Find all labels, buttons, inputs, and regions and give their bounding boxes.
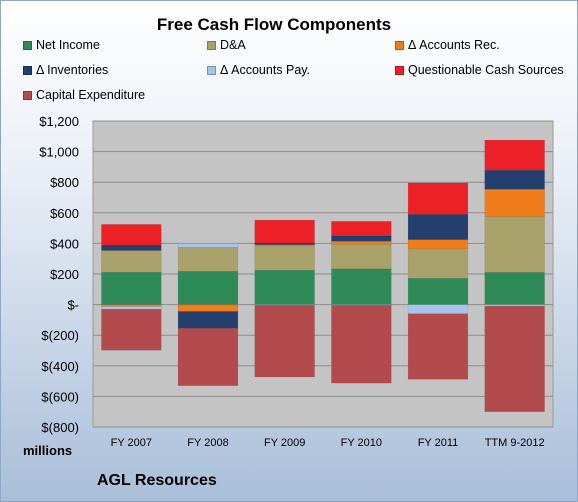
bar-segment <box>407 304 469 315</box>
company-label: AGL Resources <box>97 472 217 489</box>
legend-label: Net Income <box>36 38 100 52</box>
legend-item: Net Income <box>23 38 100 52</box>
legend-swatch <box>23 66 32 75</box>
y-tick-label: $(200) <box>41 328 79 343</box>
bar-segment <box>177 328 239 386</box>
bar-segment <box>331 235 392 242</box>
bar-segment <box>484 272 545 305</box>
chart-title: Free Cash Flow Components <box>156 15 392 34</box>
bar-segment <box>484 169 545 190</box>
y-tick-label: $1,200 <box>39 114 79 129</box>
bar-segment <box>254 305 315 378</box>
x-tick-label: TTM 9-2012 <box>485 437 545 449</box>
bar-segment <box>407 182 469 215</box>
legend-swatch <box>395 66 404 75</box>
y-tick-label: $200 <box>50 267 79 282</box>
bar-segment <box>331 244 392 270</box>
x-tick-label: FY 2007 <box>111 437 152 449</box>
bar-segment <box>177 246 239 272</box>
bar-segment <box>331 240 392 245</box>
bar-segment <box>101 250 162 273</box>
bar-segment <box>331 221 392 237</box>
bar-segment <box>484 216 545 273</box>
bar-segment <box>407 239 469 250</box>
y-tick-label: $(400) <box>41 359 79 374</box>
bar-segment <box>407 214 469 240</box>
legend-label: D&A <box>220 38 246 52</box>
y-tick-label: $400 <box>50 236 79 251</box>
bar-segment <box>101 224 162 246</box>
bar-segment <box>484 188 545 217</box>
x-tick-label: FY 2009 <box>264 437 305 449</box>
legend-label: Δ Accounts Rec. <box>408 38 500 52</box>
legend-label: Δ Inventories <box>36 63 109 77</box>
bar-segment <box>101 244 162 251</box>
bar-segment <box>101 306 162 310</box>
legend-swatch <box>23 41 32 50</box>
legend-item: Questionable Cash Sources <box>395 63 564 77</box>
y-tick-label: $(600) <box>41 389 79 404</box>
y-tick-label: $1,000 <box>39 145 79 160</box>
x-tick-label: FY 2010 <box>341 437 382 449</box>
legend-label: Questionable Cash Sources <box>408 63 564 77</box>
bar-segment <box>254 245 315 271</box>
legend-swatch <box>23 91 32 100</box>
bar-segment <box>407 248 469 279</box>
y-tick-label: $800 <box>50 175 79 190</box>
bar-segment <box>177 311 239 329</box>
bar-segment <box>101 271 162 305</box>
legend-item: Δ Accounts Rec. <box>395 38 500 52</box>
legend-swatch <box>207 66 216 75</box>
y-tick-label: $(800) <box>41 420 79 435</box>
bar-segment <box>177 270 239 305</box>
units-label: millions <box>23 443 73 458</box>
legend-item: Capital Expenditure <box>23 88 145 102</box>
legend-item: Δ Accounts Pay. <box>207 63 310 77</box>
bar-segment <box>177 304 239 312</box>
bar-segment <box>331 305 392 384</box>
y-tick-label: $600 <box>50 206 79 221</box>
bar-segment <box>254 219 315 244</box>
y-tick-label: $- <box>67 298 79 313</box>
bar-segment <box>177 243 239 248</box>
bar-segment <box>101 308 162 351</box>
x-tick-label: FY 2011 <box>418 437 459 449</box>
bar-segment <box>331 268 392 305</box>
bar-segment <box>484 139 545 171</box>
legend-swatch <box>207 41 216 50</box>
legend-item: Δ Inventories <box>23 63 108 77</box>
bar-segment <box>407 313 469 380</box>
legend-label: Capital Expenditure <box>36 88 146 102</box>
bar-segment <box>254 269 315 305</box>
legend-item: D&A <box>207 38 246 52</box>
x-tick-label: FY 2008 <box>187 437 228 449</box>
legend-label: Δ Accounts Pay. <box>220 63 311 77</box>
bar-segment <box>407 277 469 305</box>
legend-swatch <box>395 41 404 50</box>
bar-segment <box>484 305 545 413</box>
